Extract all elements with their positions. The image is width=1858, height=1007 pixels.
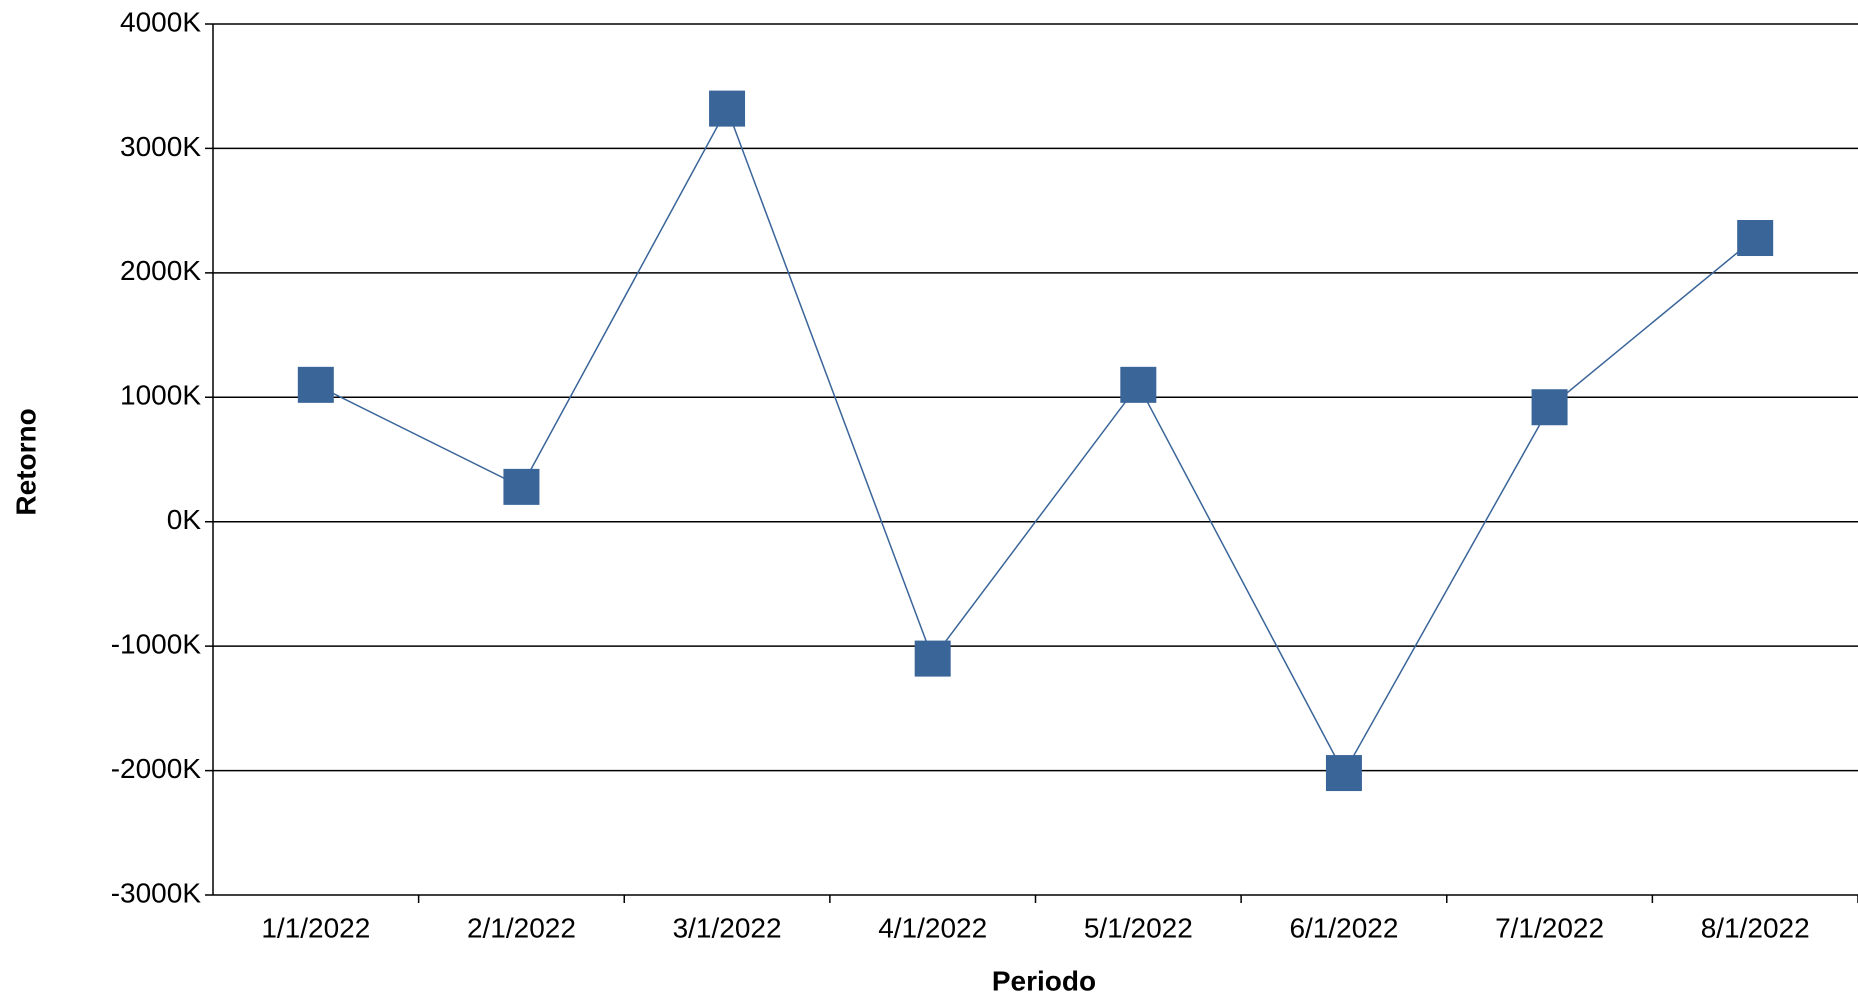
x-tick-label: 6/1/2022	[1289, 912, 1398, 943]
y-tick-label: 3000K	[120, 131, 201, 162]
marker	[709, 90, 746, 127]
x-tick-label: 7/1/2022	[1495, 912, 1604, 943]
y-tick-label: 4000K	[120, 6, 201, 37]
y-tick-label: 2000K	[120, 255, 201, 286]
marker	[1120, 366, 1157, 403]
x-tick-label: 8/1/2022	[1701, 912, 1810, 943]
y-tick-label: -3000K	[111, 877, 202, 908]
y-axis-title: Retorno	[10, 408, 41, 515]
marker	[1531, 389, 1568, 426]
x-tick-label: 5/1/2022	[1084, 912, 1193, 943]
y-tick-label: -1000K	[111, 629, 202, 660]
x-tick-label: 2/1/2022	[467, 912, 576, 943]
y-tick-label: 0K	[167, 504, 202, 535]
line	[315, 106, 1756, 775]
x-tick-label: 1/1/2022	[261, 912, 370, 943]
x-tick-label: 3/1/2022	[673, 912, 782, 943]
y-tick-label: 1000K	[120, 380, 201, 411]
x-tick-label: 4/1/2022	[878, 912, 987, 943]
marker	[1737, 220, 1774, 257]
y-tick-label: -2000K	[111, 753, 202, 784]
marker	[297, 366, 334, 403]
marker	[503, 468, 540, 505]
marker	[1325, 755, 1362, 792]
marker	[914, 640, 951, 677]
x-axis-title: Periodo	[992, 965, 1096, 996]
